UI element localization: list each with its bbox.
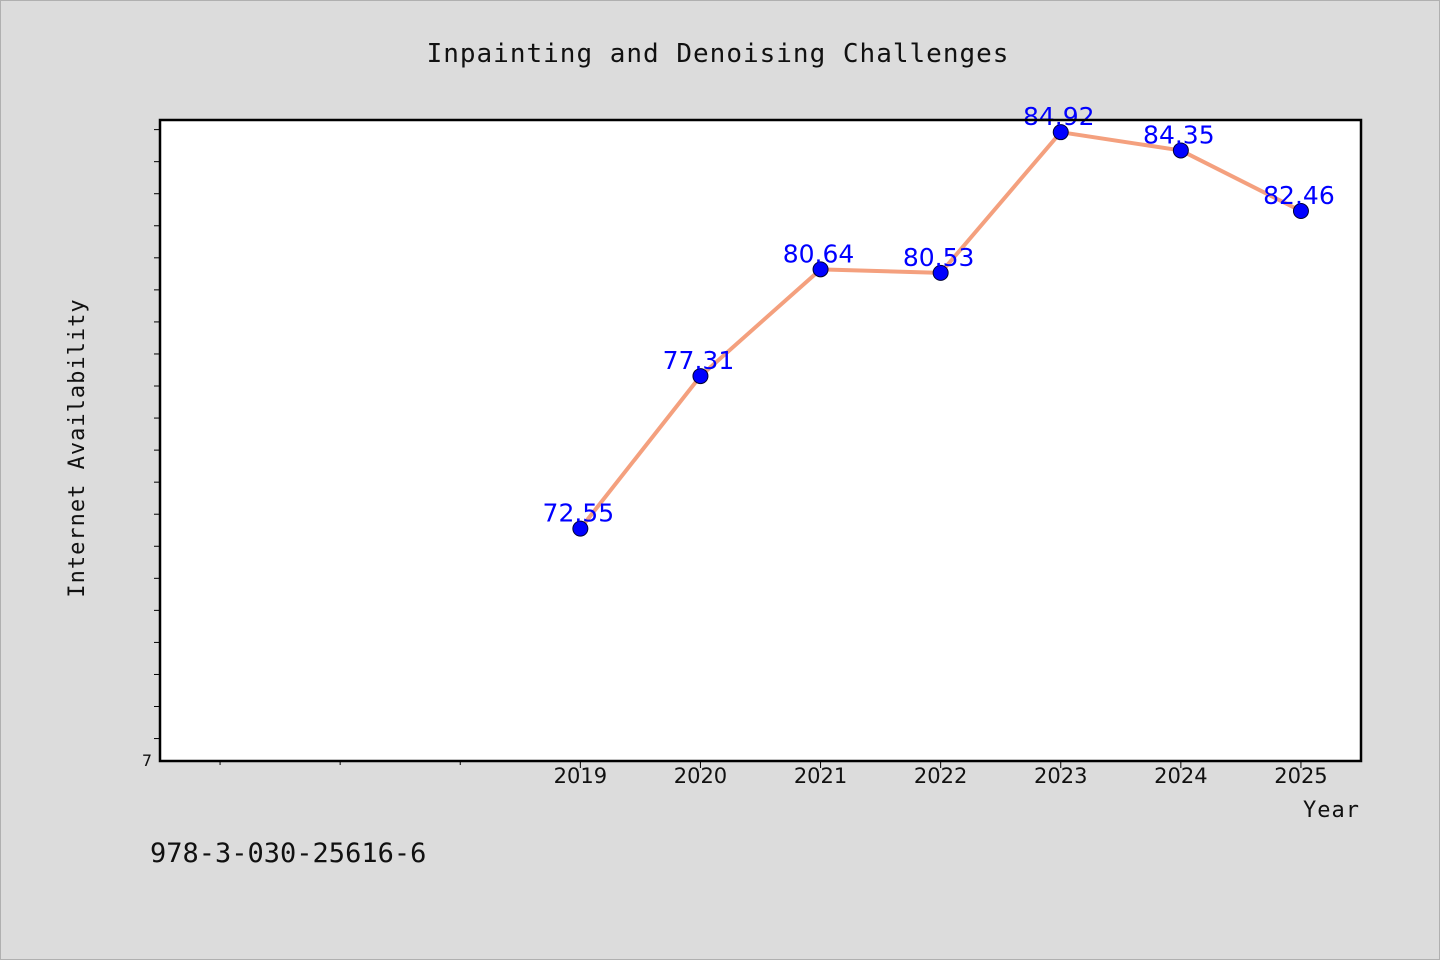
data-label: 84.35 <box>1143 120 1215 149</box>
y-axis-label: Internet Availability <box>65 298 90 597</box>
data-point <box>692 368 709 385</box>
data-labels: 72.55 77.31 80.64 80.53 84.92 84.35 82.46 <box>543 102 1335 527</box>
series-markers <box>572 124 1309 537</box>
data-label: 82.46 <box>1263 181 1335 210</box>
x-tick-label: 2025 <box>1274 764 1327 788</box>
data-label: 72.55 <box>543 499 615 528</box>
data-point <box>932 264 949 281</box>
chart-title: Inpainting and Denoising Challenges <box>427 39 1010 69</box>
data-point <box>1292 203 1309 220</box>
x-tick-label: 2024 <box>1154 764 1207 788</box>
x-axis-label: Year <box>1303 798 1360 823</box>
x-tick-label: 2023 <box>1034 764 1087 788</box>
data-point <box>1052 124 1069 141</box>
x-tick-label: 2020 <box>674 764 727 788</box>
data-label: 80.53 <box>903 243 975 272</box>
data-point <box>812 261 829 278</box>
data-label: 77.31 <box>663 346 735 375</box>
x-tick-label: 2022 <box>914 764 967 788</box>
x-tick-label: 2021 <box>794 764 847 788</box>
data-point <box>1172 142 1189 159</box>
x-tick-label: 2019 <box>554 764 607 788</box>
x-tick-labels: 2019 2020 2021 2022 2023 2024 2025 <box>554 764 1328 788</box>
data-point <box>572 520 589 537</box>
plot-area <box>160 120 1361 761</box>
footer-isbn: 978-3-030-25616-6 <box>150 838 426 869</box>
data-label: 80.64 <box>783 239 855 268</box>
data-label: 84.92 <box>1023 102 1095 131</box>
y-min-label: 7 <box>142 751 152 770</box>
plot-frame <box>158 118 1363 763</box>
